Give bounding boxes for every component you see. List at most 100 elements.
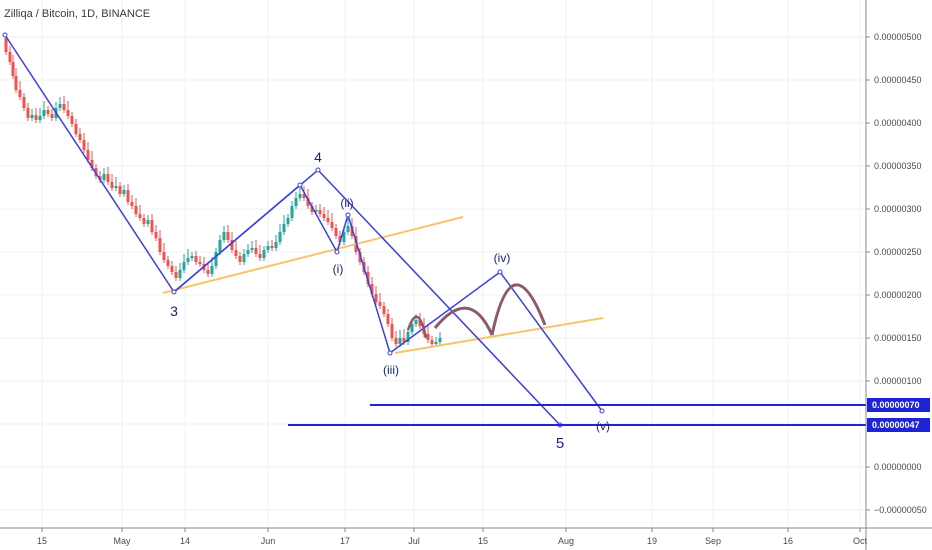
candle-down: [50, 114, 54, 118]
candle-up: [190, 256, 194, 258]
candle-up: [346, 226, 350, 232]
x-tick-label: Aug: [558, 536, 574, 546]
candle-up: [122, 190, 126, 194]
x-tick-label: Jul: [408, 536, 420, 546]
candle-down: [366, 272, 370, 284]
y-tick-label: 0.00000500: [874, 32, 922, 42]
candle-up: [262, 250, 266, 258]
candle-down: [254, 248, 258, 254]
candle-up: [214, 252, 218, 266]
candle-down: [18, 90, 22, 97]
target-level-tag: 0.00000047: [872, 420, 920, 430]
candle-down: [70, 116, 74, 124]
candle-up: [298, 194, 302, 198]
candle-down: [66, 110, 70, 116]
candle-down: [402, 338, 406, 342]
candle-up: [438, 338, 442, 342]
candle-down: [118, 186, 122, 194]
support-trendline-upper: [162, 216, 464, 294]
candle-up: [294, 198, 298, 206]
price-axis[interactable]: 0.00000500 0.00000450 0.00000400 0.00000350…: [865, 0, 930, 550]
target-level-tag-bg: [867, 418, 930, 432]
candle-down: [74, 124, 78, 134]
candle-down: [230, 240, 234, 250]
x-tick-label: Oct: [853, 536, 868, 546]
projection-arc: [490, 283, 547, 336]
candle-up: [398, 338, 402, 344]
candle-down: [46, 110, 50, 114]
candle-up: [282, 224, 286, 232]
candle-down: [26, 108, 30, 118]
wave-pivot-point: [297, 182, 303, 188]
candle-down: [374, 294, 378, 302]
candle-down: [418, 320, 422, 326]
candle-down: [338, 236, 342, 242]
time-axis[interactable]: 15 May 14 Jun 17 Jul 15 Aug 19 Sep 16 Oct: [0, 527, 932, 546]
candle-up: [186, 258, 190, 262]
candle-down: [110, 182, 114, 188]
candle-up: [406, 332, 410, 342]
candle-down: [126, 190, 130, 202]
candle-down: [258, 254, 262, 258]
candle-up: [102, 174, 106, 180]
wave-label: 4: [314, 149, 322, 165]
y-tick-label: 0.00000350: [874, 161, 922, 171]
candle-down: [78, 134, 82, 140]
candle-down: [394, 338, 398, 344]
candle-down: [86, 150, 90, 160]
candle-down: [22, 97, 26, 108]
candle-down: [11, 62, 15, 76]
candle-down: [382, 306, 386, 314]
candle-down: [90, 160, 94, 168]
candle-down: [318, 210, 322, 214]
wave-pivot-point: [387, 350, 393, 356]
wave-pivot-point: [315, 167, 321, 173]
wave-pivot-point: [497, 269, 503, 275]
candle-down: [62, 104, 66, 110]
x-tick-label: Jun: [261, 536, 276, 546]
wave-pivot-point: [171, 289, 177, 295]
candle-up: [58, 104, 62, 108]
candle-down: [430, 340, 434, 344]
y-tick-label: 0.00000300: [874, 204, 922, 214]
candle-down: [226, 232, 230, 240]
candle-up: [242, 254, 246, 262]
x-tick-label: 15: [478, 536, 488, 546]
wave-label: (ii): [340, 196, 353, 210]
candle-up: [410, 324, 414, 332]
candle-down: [302, 194, 306, 198]
x-tick-label: 17: [340, 536, 350, 546]
wave-label: (v): [596, 419, 610, 433]
candle-down: [142, 218, 146, 224]
candle-up: [114, 186, 118, 188]
target-level-tag: 0.00000070: [872, 400, 920, 410]
projection-arc: [406, 315, 428, 339]
candle-down: [322, 214, 326, 218]
candle-down: [206, 270, 210, 274]
wave-pivot-point: [334, 249, 340, 255]
candle-down: [130, 202, 134, 206]
candle-up: [342, 232, 346, 242]
wave-label: (iv): [494, 251, 511, 265]
candle-down: [82, 140, 86, 150]
candle-down: [370, 284, 374, 294]
candle-down: [238, 256, 242, 262]
candle-down: [166, 260, 170, 266]
y-tick-label: 0.00000400: [874, 118, 922, 128]
candle-down: [162, 252, 166, 260]
candle-down: [386, 314, 390, 324]
candle-up: [38, 116, 42, 120]
candle-down: [270, 246, 274, 248]
y-tick-label: 0.00000200: [874, 290, 922, 300]
candle-up: [250, 248, 254, 250]
candle-down: [154, 232, 158, 238]
candle-down: [34, 115, 38, 120]
candle-up: [30, 115, 34, 118]
grid-lines: [0, 0, 866, 528]
x-tick-label: Sep: [705, 536, 721, 546]
candle-down: [170, 266, 174, 272]
candle-down: [158, 238, 162, 252]
candle-down: [14, 76, 18, 90]
